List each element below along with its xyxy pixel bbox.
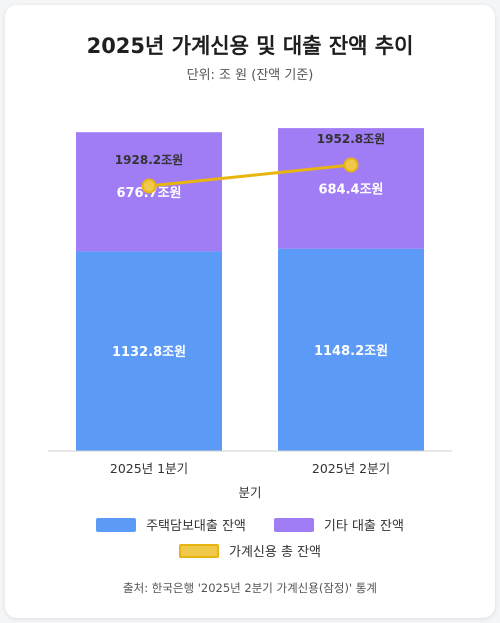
total-point-1 [141,178,157,194]
total-point-2 [343,157,359,173]
data-label-total-1: 1928.2조원 [115,153,183,167]
legend-label-total: 가계신용 총 잔액 [229,545,321,560]
chart-subtitle: 단위: 조 원 (잔액 기준) [186,68,314,83]
bar-mortgage-1 [76,251,222,451]
legend-item-total: 가계신용 총 잔액 [179,541,321,560]
legend-swatch-total [179,543,219,558]
chart-title: 2025년 가계신용 및 대출 잔액 추이 [86,34,414,58]
legend-swatch-other [273,517,314,532]
x-tick-label-2: 2025년 2분기 [312,461,390,476]
bar-mortgage-2 [278,248,424,451]
source-note: 출처: 한국은행 '2025년 2분기 가계신용(잠정)' 통계 [123,581,377,595]
legend-swatch-mortgage [96,517,137,532]
data-label-mortgage-1: 1132.8조원 [112,345,186,360]
bar-other-2 [278,128,424,249]
legend-row-2: 가계신용 총 잔액 [0,541,500,560]
data-label-other-2: 684.4조원 [318,182,383,197]
data-label-mortgage-2: 1148.2조원 [314,344,388,359]
legend-label-mortgage: 주택담보대출 잔액 [146,519,246,534]
x-tick-label-1: 2025년 1분기 [110,461,188,476]
total-line [148,163,352,188]
legend-item-other: 기타 대출 잔액 [273,515,404,534]
legend-item-mortgage: 주택담보대출 잔액 [96,515,246,534]
data-label-total-2: 1952.8조원 [317,132,385,146]
x-axis-label: 분기 [238,485,261,500]
legend-row-1: 주택담보대출 잔액 기타 대출 잔액 [0,515,500,534]
legend-label-other: 기타 대출 잔액 [323,519,404,534]
